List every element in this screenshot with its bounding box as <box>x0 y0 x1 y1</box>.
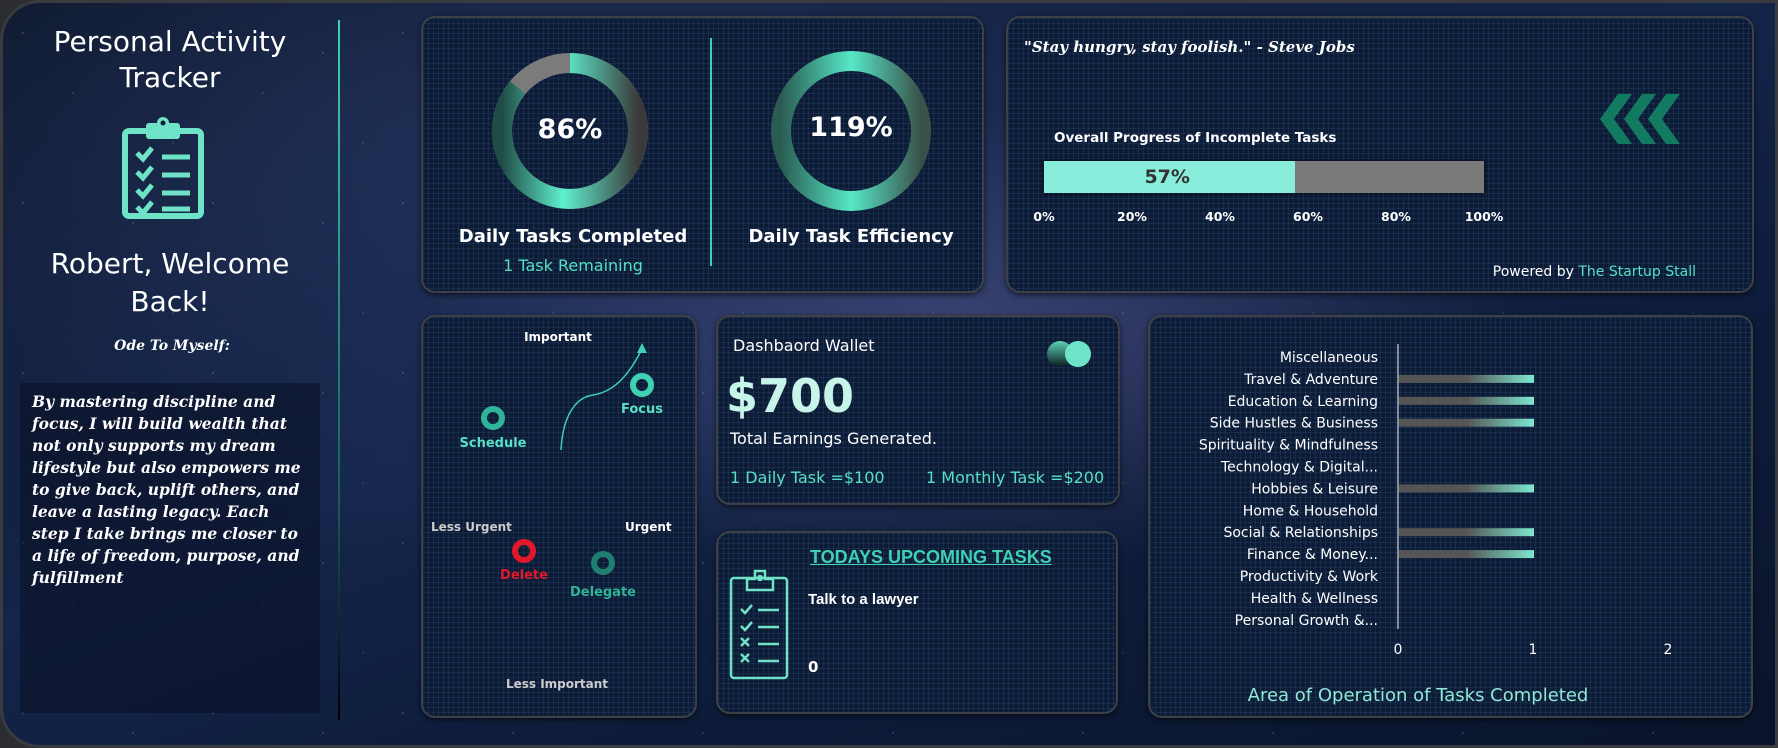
completed-percent: 86% <box>537 114 603 145</box>
bar <box>1399 374 1534 383</box>
wallet-caption: Total Earnings Generated. <box>730 429 937 448</box>
progress-tick-label: 0% <box>1033 209 1055 224</box>
efficiency-donut <box>771 51 931 211</box>
progress-tick-label: 20% <box>1117 209 1147 224</box>
bar <box>1399 550 1534 559</box>
progress-tick-label: 40% <box>1205 209 1235 224</box>
progress-tick-label: 80% <box>1381 209 1411 224</box>
matrix-axes <box>466 343 654 669</box>
category-label: Personal Growth &... <box>1235 613 1378 629</box>
category-label: Hobbies & Leisure <box>1251 481 1378 497</box>
monthly-task-rate: 1 Monthly Task =$200 <box>926 468 1105 487</box>
efficiency-label: Daily Task Efficiency <box>748 226 954 247</box>
progress-bar-fill <box>1044 161 1295 193</box>
upcoming-tasks-card: TODAYS UPCOMING TASKS Talk to a lawyer 0 <box>716 531 1118 714</box>
wallet-amount: $700 <box>726 369 855 423</box>
progress-title: Overall Progress of Incomplete Tasks <box>1054 130 1337 146</box>
powered-by: Powered by The Startup Stall <box>1493 264 1696 280</box>
clipboard-checklist-icon <box>122 117 204 219</box>
ode-title: Ode To Myself: <box>114 338 230 354</box>
kpi-card: 86% Daily Tasks Completed 1 Task Remaini… <box>421 16 984 293</box>
wallet-card: Dashbaord Wallet $700 Total Earnings Gen… <box>716 315 1120 505</box>
axis-important: Important <box>524 330 592 344</box>
sidebar-divider <box>338 20 340 720</box>
completed-label: Daily Tasks Completed <box>458 226 688 247</box>
powered-by-brand[interactable]: The Startup Stall <box>1578 264 1696 280</box>
bar <box>1399 396 1534 405</box>
upcoming-task-count: 0 <box>808 658 819 676</box>
category-label: Travel & Adventure <box>1243 372 1378 388</box>
bar <box>1399 418 1534 427</box>
tasks-remaining: 1 Task Remaining <box>503 256 643 275</box>
wallet-title: Dashbaord Wallet <box>733 336 875 355</box>
quote-text: "Stay hungry, stay foolish." - Steve Job… <box>1024 38 1355 56</box>
category-label: Home & Household <box>1243 503 1378 519</box>
eisenhower-matrix-card: Important Less Important Less Urgent Urg… <box>421 315 697 718</box>
quadrant-delegate: Delegate <box>570 585 636 600</box>
ode-text: By mastering discipline and focus, I wil… <box>32 392 301 587</box>
category-label: Social & Relationships <box>1223 525 1378 541</box>
area-bar-chart: Miscellaneous Travel & Adventure Education… <box>1199 344 1673 658</box>
bar <box>1399 484 1534 493</box>
efficiency-percent: 119% <box>809 112 893 143</box>
axis-less-urgent: Less Urgent <box>431 520 512 534</box>
category-label: Side Hustles & Business <box>1210 416 1378 432</box>
x-tick-label: 1 <box>1529 642 1538 658</box>
arrow-curve <box>560 348 643 451</box>
welcome-message: Robert, Welcome Back! <box>50 247 290 318</box>
upcoming-task-item[interactable]: Talk to a lawyer <box>808 591 919 608</box>
chevrons-left-icon <box>1600 94 1680 144</box>
category-label: Productivity & Work <box>1240 569 1379 585</box>
bar <box>1399 528 1534 537</box>
toggle-circles-icon <box>1047 341 1091 367</box>
category-label: Technology & Digital... <box>1220 460 1378 476</box>
chart-title: Area of Operation of Tasks Completed <box>1247 685 1589 706</box>
quadrant-delete: Delete <box>500 568 548 583</box>
powered-by-prefix: Powered by <box>1492 264 1574 280</box>
upcoming-tasks-heading: TODAYS UPCOMING TASKS <box>810 547 1052 567</box>
schedule-ring-icon <box>481 406 505 430</box>
x-tick-label: 0 <box>1394 642 1403 658</box>
category-label: Spirituality & Mindfulness <box>1199 438 1378 454</box>
focus-ring-icon <box>630 373 654 397</box>
app-title: Personal Activity Tracker <box>53 25 287 94</box>
category-label: Education & Learning <box>1228 394 1378 410</box>
daily-task-rate: 1 Daily Task =$100 <box>730 468 885 487</box>
area-of-operation-chart-card: Miscellaneous Travel & Adventure Education… <box>1148 315 1753 718</box>
axis-less-important: Less Important <box>505 677 609 691</box>
clipboard-checklist-icon <box>729 569 789 680</box>
ode-box: By mastering discipline and focus, I wil… <box>20 383 320 713</box>
x-tick-label: 2 <box>1664 642 1673 658</box>
progress-tick-label: 100% <box>1464 209 1504 224</box>
delegate-ring-icon <box>591 551 615 575</box>
arrow-head <box>637 343 647 353</box>
axis-urgent: Urgent <box>625 520 672 534</box>
quadrant-focus: Focus <box>621 402 663 417</box>
progress-tick-label: 60% <box>1293 209 1323 224</box>
quadrant-schedule: Schedule <box>459 436 527 451</box>
progress-value: 57% <box>1144 166 1190 188</box>
category-label: Miscellaneous <box>1280 350 1378 366</box>
category-label: Finance & Money... <box>1247 547 1378 563</box>
category-label: Health & Wellness <box>1251 591 1378 607</box>
progress-bar: 57% <box>1044 161 1484 193</box>
completed-donut <box>492 53 648 209</box>
delete-ring-icon <box>512 539 536 563</box>
progress-card: "Stay hungry, stay foolish." - Steve Job… <box>1006 16 1754 293</box>
kpi-divider <box>710 38 712 266</box>
